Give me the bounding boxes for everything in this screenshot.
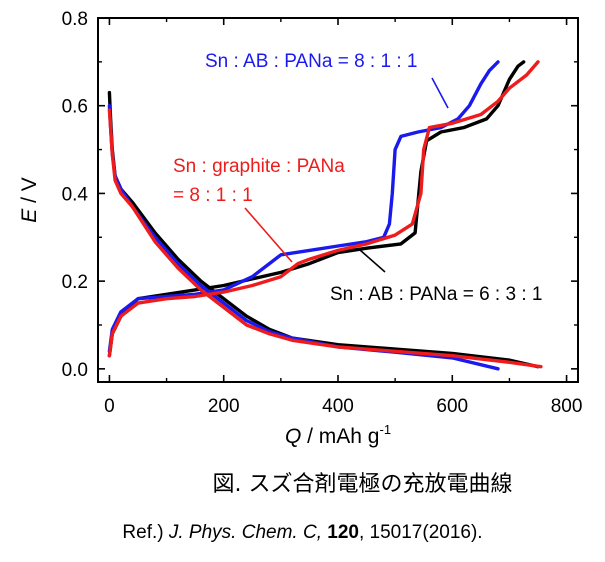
y-axis-unit: / V (18, 177, 41, 209)
y-tick-label: 0.2 (62, 272, 88, 293)
annotation-leader-red (244, 207, 293, 263)
reference-rest: , 15017(2016). (358, 522, 483, 543)
x-tick-label: 800 (551, 396, 583, 417)
y-tick-label: 0.8 (62, 9, 88, 30)
curve-layer (107, 60, 543, 371)
y-axis-symbol: E (18, 208, 41, 223)
x-tick-label: 200 (208, 396, 240, 417)
y-tick-label: 0.4 (62, 184, 89, 205)
annotation-leader-blue (431, 77, 449, 109)
annotation-red-line1: Sn : graphite : PANa (173, 156, 345, 177)
reference-prefix: Ref.) (122, 522, 169, 543)
annotation-red-line2: = 8 : 1 : 1 (173, 185, 253, 206)
x-axis-label: Q / mAh g-1 (285, 422, 391, 448)
reference-volume: 120 (327, 522, 359, 543)
series-0-charge-curve (107, 60, 526, 358)
figure-caption: 図. スズ合剤電極の充放電曲線 (0, 466, 605, 498)
annotation-blue: Sn : AB : PANa = 8 : 1 : 1 (205, 51, 417, 72)
reference-journal: J. Phys. Chem. C, (168, 522, 322, 543)
y-tick-label: 0.0 (62, 360, 88, 381)
plot-frame (97, 17, 579, 383)
x-tick-label: 600 (436, 396, 468, 417)
series-1-discharge-curve (107, 103, 500, 371)
reference-line: Ref.) J. Phys. Chem. C, 120, 15017(2016)… (0, 522, 605, 544)
series-0-discharge-curve (107, 90, 540, 369)
y-tick-label: 0.6 (62, 97, 88, 118)
x-axis-unit: / mAh g (301, 425, 379, 448)
x-tick-label: 0 (104, 396, 115, 417)
charge-discharge-chart: 0 200 400 600 800 0.0 0.2 0.4 0.6 0.8 E / V Q / m… (18, 9, 583, 448)
tick-layer: 0 200 400 600 800 0.0 0.2 0.4 0.6 0.8 (62, 9, 583, 417)
y-axis-label: E / V (18, 177, 41, 223)
annotation-black: Sn : AB : PANa = 6 : 3 : 1 (330, 284, 542, 305)
annotation-leader-black (359, 249, 386, 273)
series-1-charge-curve (107, 60, 500, 353)
series-2-discharge-curve (107, 108, 543, 369)
x-axis-exponent: -1 (379, 422, 391, 437)
series-2-charge-curve (107, 60, 540, 358)
caption-text: 図. スズ合剤電極の充放電曲線 (212, 472, 513, 497)
x-axis-symbol: Q (285, 425, 301, 448)
x-tick-label: 400 (322, 396, 354, 417)
